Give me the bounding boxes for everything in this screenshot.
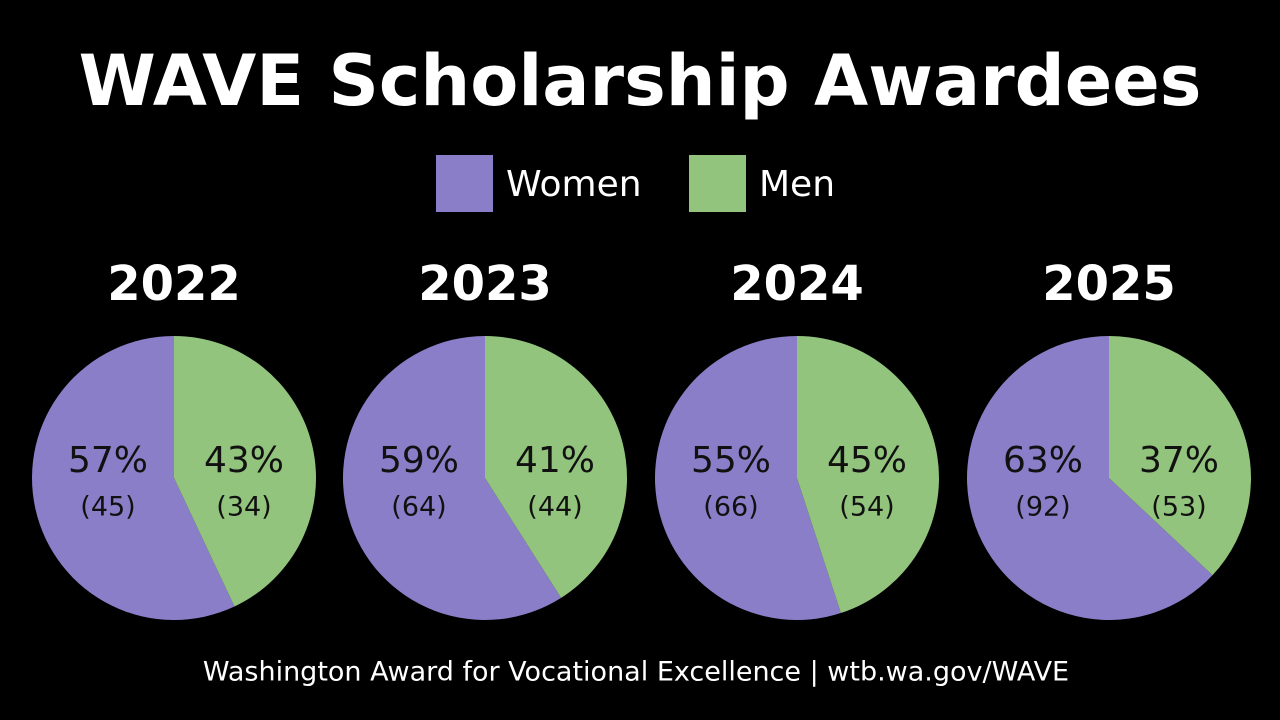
legend-swatch xyxy=(436,155,493,212)
pie-title: 2023 xyxy=(418,256,552,312)
value-label: 59% xyxy=(379,440,459,481)
pie-title: 2022 xyxy=(107,256,241,312)
pie-slice xyxy=(342,336,562,620)
count-label: (92) xyxy=(1015,492,1070,523)
value-label: 63% xyxy=(1003,440,1083,481)
pie-slice xyxy=(966,336,1213,621)
pie-slice xyxy=(1109,336,1251,576)
count-label: (54) xyxy=(839,492,894,523)
count-label: (66) xyxy=(703,492,758,523)
legend-label: Men xyxy=(759,164,835,205)
pie-slice xyxy=(654,336,841,620)
value-label: 55% xyxy=(691,440,771,481)
pie-slice xyxy=(31,336,235,620)
value-label: 43% xyxy=(204,440,284,481)
chart-title: WAVE Scholarship Awardees xyxy=(79,40,1202,122)
count-label: (45) xyxy=(80,492,135,523)
pie-slice xyxy=(174,336,316,607)
pie-slice xyxy=(797,336,939,614)
count-label: (44) xyxy=(527,492,582,523)
count-label: (53) xyxy=(1151,492,1206,523)
count-label: (64) xyxy=(391,492,446,523)
pie-title: 2024 xyxy=(730,256,864,312)
count-label: (34) xyxy=(216,492,271,523)
value-label: 37% xyxy=(1139,440,1219,481)
legend-swatch xyxy=(689,155,746,212)
footer: Washington Award for Vocational Excellen… xyxy=(203,657,1069,688)
pie-title: 2025 xyxy=(1042,256,1176,312)
legend-label: Women xyxy=(506,164,642,205)
value-label: 45% xyxy=(827,440,907,481)
pie-slice xyxy=(485,336,627,598)
value-label: 57% xyxy=(68,440,148,481)
value-label: 41% xyxy=(515,440,595,481)
